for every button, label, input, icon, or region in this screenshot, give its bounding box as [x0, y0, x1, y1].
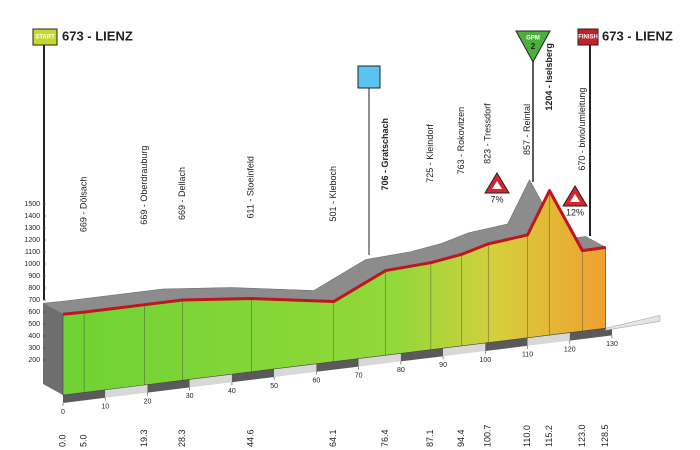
profile-line — [62, 189, 606, 316]
floor-segment — [274, 363, 317, 377]
km-label: 0.0 — [57, 434, 67, 447]
back-floor — [605, 315, 661, 331]
x-tick-label: 60 — [312, 378, 320, 385]
gradient-label: 7% — [490, 194, 503, 204]
x-tick-label: 20 — [144, 398, 152, 405]
y-tick-label: 600 — [28, 309, 40, 316]
x-tick-label: 10 — [101, 404, 109, 411]
km-label: 64.1 — [328, 429, 338, 447]
km-label: 100.7 — [483, 424, 493, 447]
floor-segment — [105, 384, 148, 398]
y-tick-label: 1400 — [24, 213, 40, 220]
y-tick-label: 200 — [28, 357, 40, 364]
side-face — [43, 303, 63, 395]
y-tick-label: 500 — [28, 321, 40, 328]
floor-segment — [569, 327, 612, 341]
gradient-label: 12% — [566, 207, 584, 217]
km-label: 19.3 — [139, 429, 149, 447]
gpm-icon — [515, 30, 551, 64]
waypoint-label: 670 - bivio/umleitung — [577, 88, 587, 171]
y-tick-label: 700 — [28, 297, 40, 304]
km-label: 94.4 — [456, 429, 466, 447]
y-tick-label: 400 — [28, 333, 40, 340]
y-tick-label: 300 — [28, 345, 40, 352]
x-tick-label: 110 — [522, 352, 533, 359]
y-tick-label: 1500 — [24, 201, 40, 208]
km-label: 28.3 — [177, 429, 187, 447]
floor-segment — [527, 332, 570, 346]
km-label: 76.4 — [380, 429, 390, 447]
waypoint-label: 669 - Dölsach — [78, 177, 88, 233]
km-label: 115.2 — [544, 425, 554, 447]
km-label: 5.0 — [78, 434, 88, 447]
km-label: 87.1 — [425, 429, 435, 447]
x-tick-label: 40 — [228, 388, 236, 395]
floor-segment — [443, 343, 486, 357]
x-tick-label: 120 — [564, 346, 576, 353]
floor-segment — [358, 353, 401, 367]
floor-segment — [63, 389, 106, 403]
y-tick-label: 1000 — [24, 261, 40, 268]
sprint-icon — [357, 65, 381, 89]
x-tick-label: 50 — [270, 383, 278, 390]
x-tick-label: 70 — [355, 372, 363, 379]
y-tick-label: 1100 — [25, 249, 40, 256]
gpm-badge: GPM — [526, 36, 540, 42]
waypoint-label: 857 - Reintal — [522, 104, 532, 155]
gradient-icon-inner — [492, 181, 502, 189]
waypoint-label: 669 - Dellach — [177, 167, 187, 220]
floor-segment — [231, 369, 275, 383]
floor-segment — [400, 348, 444, 362]
km-label: 128.5 — [600, 424, 610, 447]
x-tick-label: 30 — [186, 393, 194, 400]
x-tick-label: 80 — [397, 367, 405, 374]
finish-badge: FINISH — [578, 35, 598, 41]
waypoint-label: 763 - Rokovitzen — [456, 107, 466, 175]
floor-segment — [316, 358, 359, 372]
waypoint-label: 725 - Kleindorf — [425, 124, 435, 183]
waypoint-label: 823 - Tressdorf — [483, 103, 493, 164]
waypoint-label: 501 - Kleboch — [328, 166, 338, 222]
finish-name: 673 - LIENZ — [602, 28, 673, 43]
waypoint-label: 669 - Oberdrauburg — [139, 146, 149, 225]
start-name: 673 - LIENZ — [62, 28, 133, 43]
floor-segment — [189, 374, 232, 388]
x-tick-label: 90 — [439, 362, 447, 369]
start-badge: START — [35, 35, 55, 41]
x-tick-label: 130 — [606, 341, 618, 348]
km-label: 110.0 — [522, 425, 532, 447]
waypoint-label: 611 - Stoeinfeld — [246, 156, 256, 218]
gradient-icon-inner — [570, 194, 580, 202]
gpm-category: 2 — [531, 42, 536, 51]
y-tick-label: 900 — [28, 273, 40, 280]
y-tick-label: 800 — [28, 285, 40, 292]
waypoint-label: 706 - Gratschach — [380, 118, 390, 191]
floor-segment — [485, 337, 528, 351]
x-tick-label: 0 — [61, 409, 65, 416]
x-tick-label: 100 — [479, 357, 491, 364]
km-label: 123.0 — [577, 424, 587, 447]
floor-segment — [147, 379, 190, 393]
km-label: 44.6 — [246, 429, 256, 447]
finish-flag — [577, 28, 599, 46]
y-tick-label: 1200 — [24, 237, 40, 244]
start-flag — [32, 28, 58, 46]
waypoint-label: 1204 - Iselsberg — [544, 43, 554, 111]
y-tick-label: 1300 — [24, 225, 40, 232]
